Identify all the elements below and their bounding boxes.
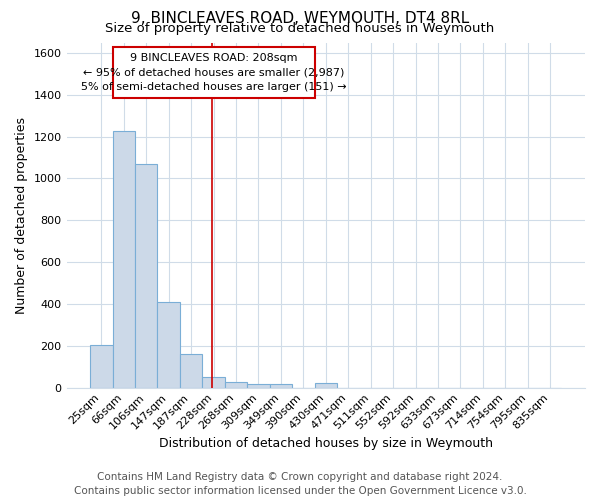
Bar <box>269 384 292 388</box>
Bar <box>314 384 337 388</box>
Text: Size of property relative to detached houses in Weymouth: Size of property relative to detached ho… <box>106 22 494 35</box>
Bar <box>135 164 157 388</box>
Y-axis label: Number of detached properties: Number of detached properties <box>15 116 28 314</box>
Bar <box>202 377 225 388</box>
Text: 9, BINCLEAVES ROAD, WEYMOUTH, DT4 8RL: 9, BINCLEAVES ROAD, WEYMOUTH, DT4 8RL <box>131 11 469 26</box>
Bar <box>113 132 135 388</box>
Bar <box>180 354 202 388</box>
X-axis label: Distribution of detached houses by size in Weymouth: Distribution of detached houses by size … <box>159 437 493 450</box>
Bar <box>90 344 113 388</box>
Bar <box>247 384 269 388</box>
Bar <box>113 46 314 98</box>
Bar <box>157 302 180 388</box>
Text: Contains HM Land Registry data © Crown copyright and database right 2024.
Contai: Contains HM Land Registry data © Crown c… <box>74 472 526 496</box>
Bar <box>225 382 247 388</box>
Text: 9 BINCLEAVES ROAD: 208sqm
← 95% of detached houses are smaller (2,987)
5% of sem: 9 BINCLEAVES ROAD: 208sqm ← 95% of detac… <box>81 52 346 92</box>
